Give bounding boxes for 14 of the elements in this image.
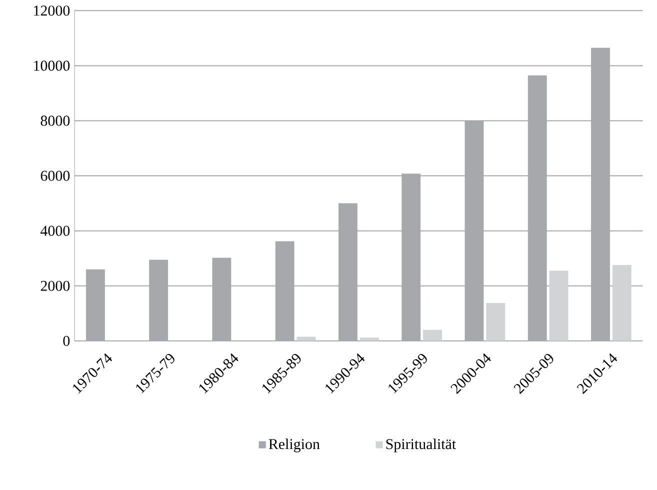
y-tick-label: 8000 — [40, 116, 70, 126]
bar — [423, 330, 442, 341]
bar — [612, 264, 632, 341]
y-tick-label: 0 — [63, 336, 70, 346]
y-tick-label: 12000 — [34, 6, 70, 16]
legend-label: Religion — [268, 438, 320, 452]
y-tick-label: 10000 — [34, 60, 70, 71]
y-tick-label: 4000 — [40, 226, 70, 236]
y-tick-label: 2000 — [40, 280, 70, 291]
bar — [486, 302, 506, 341]
bar — [360, 338, 379, 341]
legend-label: Spiritualität — [386, 438, 456, 452]
y-tick-label: 6000 — [40, 170, 70, 181]
bar — [549, 270, 568, 341]
